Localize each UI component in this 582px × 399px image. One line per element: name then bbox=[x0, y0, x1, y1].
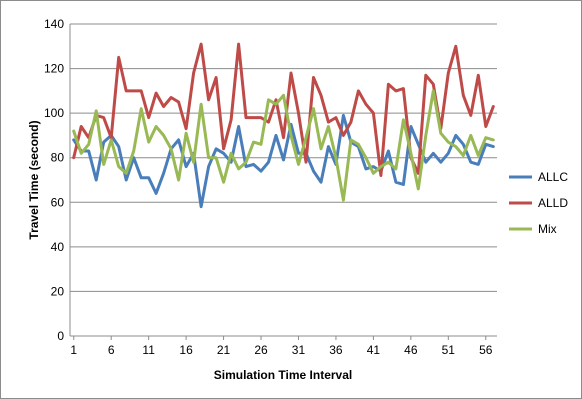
y-tick-label: 60 bbox=[51, 195, 65, 209]
x-tick-label: 36 bbox=[329, 343, 343, 357]
y-tick-label: 140 bbox=[44, 17, 64, 31]
y-tick-label: 20 bbox=[51, 284, 65, 298]
legend: ALLC ALLD Mix bbox=[509, 170, 568, 236]
y-tick-label: 0 bbox=[57, 329, 64, 343]
legend-label-mix: Mix bbox=[538, 222, 557, 236]
x-tick-label: 46 bbox=[404, 343, 418, 357]
x-tick-label: 6 bbox=[108, 343, 115, 357]
y-axis-title: Travel Time (second) bbox=[27, 120, 41, 239]
legend-label-allc: ALLC bbox=[538, 170, 568, 184]
y-tick-label: 40 bbox=[51, 240, 65, 254]
y-tick-label: 100 bbox=[44, 106, 64, 120]
x-tick-label: 31 bbox=[292, 343, 306, 357]
y-tick-label: 120 bbox=[44, 62, 64, 76]
series-line-mix bbox=[72, 89, 495, 202]
x-tick-label: 51 bbox=[442, 343, 456, 357]
legend-label-alld: ALLD bbox=[538, 196, 568, 210]
series-lines bbox=[72, 42, 495, 209]
axes bbox=[69, 24, 497, 337]
series-line-alld bbox=[72, 42, 495, 177]
y-tick-labels: 0 20 40 60 80 100 120 140 bbox=[44, 17, 64, 343]
x-tick-label: 16 bbox=[179, 343, 193, 357]
x-tick-label: 11 bbox=[142, 343, 155, 357]
x-tick-label: 21 bbox=[217, 343, 231, 357]
x-tick-label: 56 bbox=[479, 343, 493, 357]
x-tick-label: 26 bbox=[254, 343, 268, 357]
y-tick-label: 80 bbox=[51, 151, 65, 165]
x-axis-title: Simulation Time Interval bbox=[214, 368, 352, 382]
x-tick-labels: 1 6 11 16 21 26 31 36 41 46 51 56 bbox=[70, 336, 493, 357]
x-tick-label: 41 bbox=[367, 343, 381, 357]
x-tick-label: 1 bbox=[70, 343, 77, 357]
